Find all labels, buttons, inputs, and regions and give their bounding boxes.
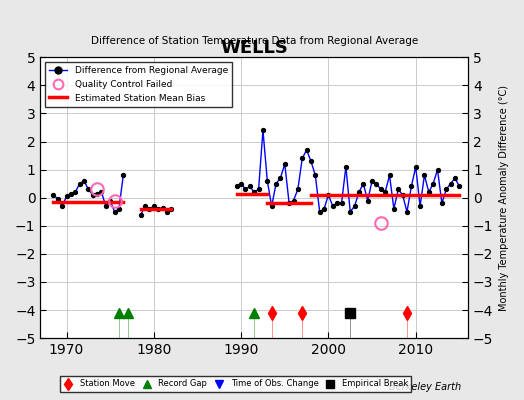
- Y-axis label: Monthly Temperature Anomaly Difference (°C): Monthly Temperature Anomaly Difference (…: [499, 85, 509, 311]
- Point: [289, 197, 298, 204]
- Point: [250, 189, 258, 195]
- Point: [58, 203, 67, 209]
- Point: [329, 203, 337, 209]
- Point: [381, 189, 389, 195]
- Point: [241, 186, 249, 192]
- Point: [158, 204, 167, 211]
- Point: [320, 206, 328, 212]
- Point: [302, 147, 311, 153]
- Point: [259, 127, 267, 134]
- Point: [403, 208, 411, 215]
- Point: [246, 183, 254, 190]
- Text: Difference of Station Temperature Data from Regional Average: Difference of Station Temperature Data f…: [91, 36, 418, 46]
- Point: [233, 183, 241, 190]
- Point: [420, 172, 429, 178]
- Point: [351, 203, 359, 209]
- Point: [267, 203, 276, 209]
- Point: [377, 186, 385, 192]
- Point: [342, 164, 350, 170]
- Point: [311, 172, 320, 178]
- Point: [337, 200, 346, 206]
- Point: [254, 186, 263, 192]
- Point: [119, 172, 127, 178]
- Point: [451, 175, 459, 181]
- Point: [446, 180, 455, 187]
- Point: [89, 192, 97, 198]
- Point: [93, 190, 101, 197]
- Point: [442, 186, 451, 192]
- Point: [150, 203, 158, 209]
- Point: [141, 203, 149, 209]
- Point: [75, 180, 84, 187]
- Point: [346, 208, 354, 215]
- Point: [355, 189, 363, 195]
- Point: [398, 192, 407, 198]
- Point: [237, 180, 245, 187]
- Point: [298, 155, 307, 162]
- Point: [80, 178, 88, 184]
- Point: [263, 178, 271, 184]
- Text: Berkeley Earth: Berkeley Earth: [389, 382, 461, 392]
- Point: [293, 186, 302, 192]
- Point: [385, 172, 394, 178]
- Point: [333, 200, 341, 206]
- Point: [115, 206, 123, 212]
- Point: [424, 189, 433, 195]
- Point: [272, 180, 280, 187]
- Point: [372, 180, 380, 187]
- Point: [324, 192, 333, 198]
- Point: [145, 206, 154, 212]
- Point: [359, 180, 367, 187]
- Point: [53, 196, 62, 202]
- Point: [280, 161, 289, 167]
- Point: [163, 208, 171, 215]
- Point: [62, 193, 71, 200]
- Point: [407, 183, 416, 190]
- Point: [276, 175, 285, 181]
- Title: WELLS: WELLS: [220, 39, 288, 57]
- Point: [455, 183, 464, 190]
- Point: [154, 206, 162, 212]
- Point: [111, 208, 119, 215]
- Point: [368, 178, 376, 184]
- Point: [307, 158, 315, 164]
- Point: [364, 197, 372, 204]
- Point: [71, 189, 80, 195]
- Point: [97, 189, 106, 195]
- Point: [411, 164, 420, 170]
- Point: [167, 206, 176, 212]
- Point: [102, 203, 110, 209]
- Point: [137, 211, 145, 218]
- Point: [67, 190, 75, 197]
- Point: [429, 180, 438, 187]
- Point: [106, 197, 114, 204]
- Point: [390, 206, 398, 212]
- Point: [433, 166, 442, 173]
- Legend: Station Move, Record Gap, Time of Obs. Change, Empirical Break: Station Move, Record Gap, Time of Obs. C…: [60, 376, 411, 392]
- Point: [315, 208, 324, 215]
- Point: [84, 186, 93, 192]
- Point: [416, 203, 424, 209]
- Legend: Difference from Regional Average, Quality Control Failed, Estimated Station Mean: Difference from Regional Average, Qualit…: [45, 62, 233, 107]
- Point: [438, 200, 446, 206]
- Point: [285, 200, 293, 206]
- Point: [394, 186, 402, 192]
- Point: [49, 192, 58, 198]
